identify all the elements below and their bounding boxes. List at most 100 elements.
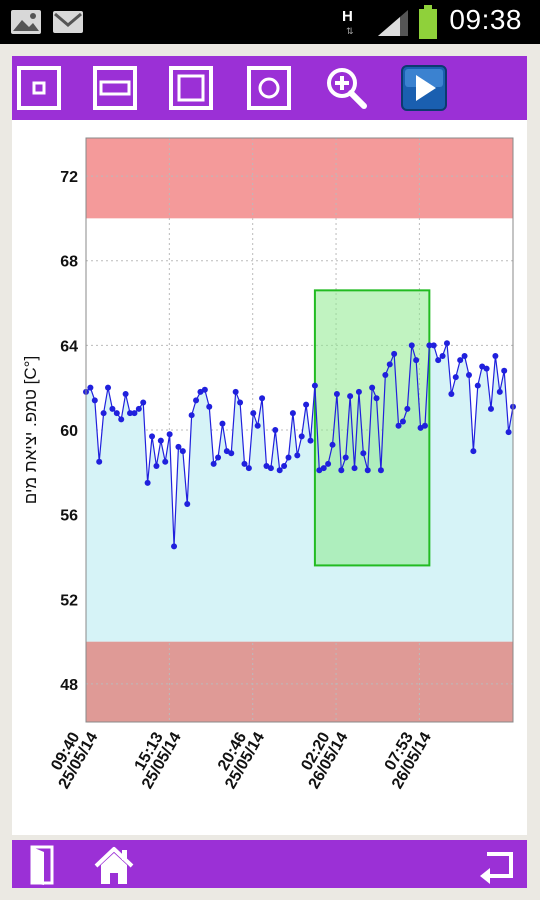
data-point (127, 410, 134, 417)
data-point (281, 462, 288, 469)
home-icon[interactable] (92, 844, 136, 886)
data-point (210, 460, 217, 467)
data-point (193, 397, 200, 404)
network-activity: ⇅ (346, 26, 354, 36)
data-point (364, 467, 371, 474)
data-point (474, 382, 481, 389)
data-point (307, 437, 314, 444)
data-point (87, 384, 94, 391)
data-point (100, 410, 107, 417)
y-tick-label: 68 (60, 254, 78, 271)
data-point (289, 410, 296, 417)
data-point (487, 405, 494, 412)
data-point (237, 399, 244, 406)
data-point (157, 437, 164, 444)
data-point (395, 422, 402, 429)
data-point (135, 405, 142, 412)
battery-icon (419, 5, 437, 39)
data-point (360, 450, 367, 457)
zoom-horizontal-icon[interactable] (92, 65, 138, 111)
data-point (369, 384, 376, 391)
zoom-circle-icon[interactable] (246, 65, 292, 111)
status-bar: H ⇅ 09:38 (0, 0, 540, 44)
data-point (342, 454, 349, 461)
data-point (303, 401, 310, 408)
zoom-full-icon[interactable] (168, 65, 214, 111)
magnifier-plus-icon[interactable] (323, 65, 369, 111)
data-point (188, 412, 195, 419)
data-point (162, 458, 169, 465)
data-point (285, 454, 292, 461)
data-point (272, 427, 279, 433)
data-point (171, 543, 178, 550)
data-point (355, 388, 362, 395)
band-2 (86, 641, 513, 722)
data-point (166, 431, 173, 438)
data-point (391, 350, 398, 357)
data-point (149, 433, 156, 440)
clock: 09:38 (449, 4, 522, 35)
data-point (311, 382, 318, 389)
data-point (144, 479, 151, 486)
data-point (373, 395, 380, 402)
data-point (333, 391, 340, 398)
data-point (505, 429, 512, 436)
data-point (386, 361, 393, 368)
signal-icon (378, 10, 408, 36)
y-tick-label: 56 (60, 508, 78, 525)
data-point (426, 342, 433, 349)
data-point (408, 342, 415, 349)
zoom-point-icon[interactable] (16, 65, 62, 111)
data-point (91, 397, 98, 404)
data-point (483, 365, 490, 372)
data-point (118, 416, 125, 423)
data-point (435, 357, 442, 364)
data-point (325, 460, 332, 467)
data-point (457, 357, 464, 364)
data-point (122, 391, 129, 398)
data-point (228, 450, 235, 457)
bottom-bar (12, 840, 527, 888)
data-point (377, 467, 384, 474)
gmail-icon (53, 11, 83, 33)
data-point (413, 357, 420, 364)
y-tick-label: 64 (60, 338, 78, 355)
data-point (465, 371, 472, 378)
y-tick-label: 72 (60, 169, 78, 186)
highlight-box (313, 289, 431, 567)
data-point (439, 352, 446, 359)
exit-door-icon[interactable] (22, 844, 66, 886)
data-point (259, 395, 266, 402)
data-point (153, 462, 160, 469)
data-point (421, 422, 428, 429)
data-point (105, 384, 112, 391)
data-point (492, 352, 499, 359)
y-axis-label: טמפ. יציאת מים [C°] (21, 356, 40, 504)
data-point (267, 465, 274, 472)
data-point (382, 371, 389, 378)
data-point (179, 448, 186, 455)
data-point (113, 410, 120, 417)
data-point (131, 410, 138, 417)
chart-panel: 72 68 64 60 56 52 48 09:40 25/05/14 15:13 25/05/1… (12, 120, 527, 835)
network-type: H (342, 8, 353, 25)
data-point (96, 458, 103, 465)
data-point (254, 422, 261, 429)
data-point (250, 410, 257, 417)
data-point (347, 393, 354, 400)
y-tick-label: 52 (60, 592, 78, 609)
data-point (501, 367, 508, 374)
play-icon[interactable] (401, 65, 447, 111)
data-point (399, 418, 406, 425)
data-point (219, 420, 226, 427)
data-point (430, 342, 437, 349)
data-point (443, 340, 450, 347)
gallery-icon (11, 10, 41, 34)
data-point (448, 391, 455, 398)
data-point (140, 399, 147, 406)
data-point (201, 386, 208, 393)
data-point (452, 374, 459, 381)
band-0 (86, 138, 513, 219)
back-arrow-icon[interactable] (477, 844, 521, 886)
